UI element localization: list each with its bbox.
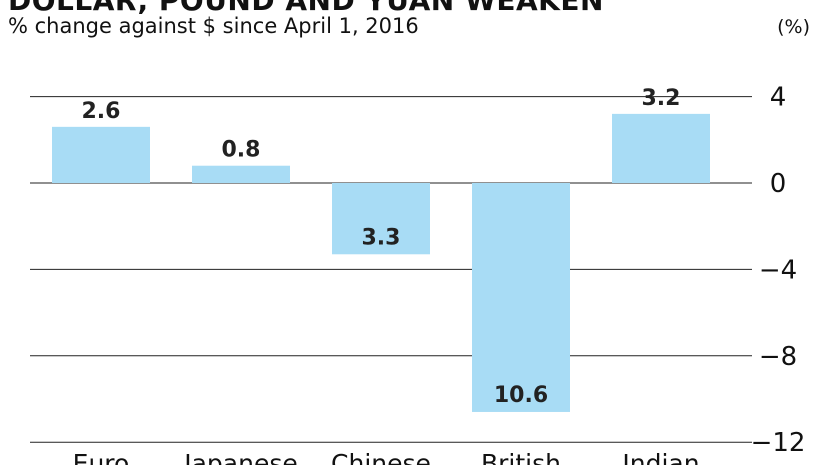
y-tick-label: −8 [759,342,797,372]
x-tick-label: Chinese [331,449,431,465]
bar-euro [52,126,150,183]
chart-title: DOLLAR, POUND AND YUAN WEAKEN [8,0,604,17]
y-tick-label: 0 [770,169,787,199]
bar-chinese [332,183,430,255]
y-tick-label: −4 [759,255,797,285]
x-tick-label: Japanese [182,449,298,465]
x-tick-label: Indian [622,449,699,465]
data-label: 0.8 [222,138,261,163]
x-tick-label: Euro [73,449,130,465]
y-tick-label: 4 [770,83,787,113]
data-label: 2.6 [82,99,121,124]
y-axis-unit: (%) [777,16,810,38]
data-label: 3.3 [362,225,401,250]
data-label: 10.6 [494,383,548,408]
x-tick-label: British [481,449,561,465]
bar-british [472,183,570,412]
chart-subtitle: % change against $ since April 1, 2016 [8,14,419,38]
y-tick-label: −12 [751,428,806,458]
bar-japanese [192,165,290,183]
data-label: 3.2 [642,86,681,111]
bar-indian [612,113,710,183]
